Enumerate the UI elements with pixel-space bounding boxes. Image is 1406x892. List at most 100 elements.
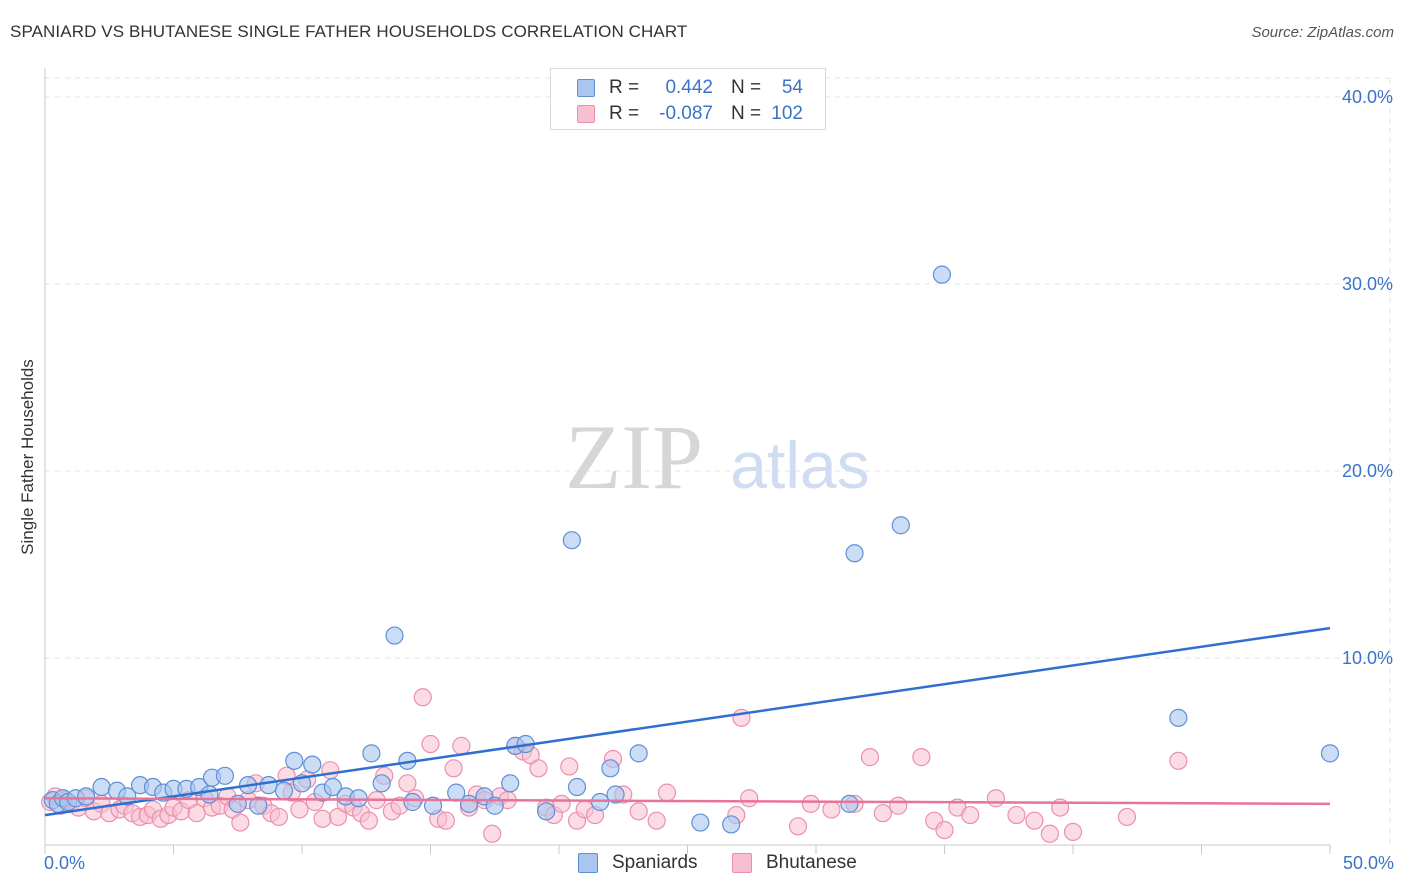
- bhutanese-point: [560, 757, 579, 776]
- spaniards-point: [403, 792, 422, 812]
- bhutanese-point: [873, 804, 892, 823]
- bhutanese-point: [321, 761, 340, 780]
- bhutanese-point: [359, 811, 378, 830]
- bhutanese-trend-line: [44, 797, 1331, 806]
- bhutanese-point: [935, 820, 954, 840]
- spaniards-point: [303, 755, 322, 774]
- bhutanese-point: [986, 789, 1006, 808]
- legend-row-bhutanese: R = -0.087 N = 102: [551, 101, 825, 127]
- spaniards-point: [537, 802, 556, 821]
- legend-label: Spaniards: [612, 852, 698, 873]
- bhutanese-point: [1040, 824, 1059, 843]
- spaniards-point: [323, 777, 342, 797]
- bhutanese-point: [961, 805, 980, 825]
- spaniards-swatch: [577, 79, 595, 97]
- spaniards-point: [562, 531, 581, 550]
- bhutanese-point: [788, 817, 808, 836]
- source-label: Source: ZipAtlas.com: [1251, 24, 1394, 41]
- bhutanese-point: [1063, 822, 1083, 842]
- bhutanese-point: [313, 809, 332, 828]
- x-tick-label: 0.0%: [44, 853, 85, 873]
- spaniards-point: [259, 776, 278, 795]
- spaniards-point: [349, 789, 368, 808]
- bhutanese-point: [629, 802, 648, 821]
- spaniards-point: [1320, 744, 1340, 763]
- bhutanese-point: [1025, 811, 1044, 830]
- bhutanese-point: [413, 688, 432, 707]
- bhutanese-swatch: [732, 853, 752, 873]
- spaniards-point: [601, 759, 620, 778]
- bhutanese-point: [1169, 751, 1188, 770]
- bhutanese-point: [657, 783, 677, 802]
- legend-row-spaniards: R = 0.442 N = 54: [551, 75, 825, 101]
- bhutanese-point: [483, 824, 502, 843]
- x-tick-label: 50.0%: [1343, 853, 1394, 873]
- spaniards-point: [591, 792, 610, 812]
- spaniards-points: [43, 265, 1340, 834]
- spaniards-point: [77, 787, 96, 806]
- y-tick-label: 20.0%: [1342, 461, 1393, 481]
- gridlines: [45, 77, 1391, 845]
- watermark-atlas: atlas: [730, 428, 869, 502]
- bhutanese-point: [436, 811, 456, 830]
- spaniards-point: [215, 766, 234, 785]
- watermark: ZIP atlas: [565, 406, 870, 508]
- bhutanese-point: [421, 734, 440, 754]
- n-label: N =: [731, 103, 762, 124]
- y-tick-label: 30.0%: [1342, 274, 1393, 294]
- watermark-zip: ZIP: [565, 406, 703, 508]
- n-label: N =: [731, 77, 762, 98]
- bhutanese-point: [801, 794, 820, 813]
- trend-lines: [44, 626, 1331, 817]
- spaniards-point: [691, 813, 710, 832]
- r-label: R =: [609, 103, 640, 124]
- spaniards-point: [629, 744, 648, 763]
- bhutanese-point: [912, 748, 931, 767]
- bhutanese-point: [452, 736, 471, 755]
- spaniards-point: [891, 516, 910, 535]
- spaniards-point: [118, 787, 137, 806]
- bhutanese-point: [231, 813, 250, 832]
- r-label: R =: [609, 77, 640, 98]
- bhutanese-point: [552, 794, 571, 813]
- bhutanese-point: [647, 811, 666, 830]
- bhutanese-point: [822, 800, 841, 819]
- spaniards-point: [459, 794, 479, 813]
- chart-title: SPANIARD VS BHUTANESE SINGLE FATHER HOUS…: [10, 22, 688, 41]
- spaniards-point: [92, 777, 111, 797]
- spaniards-point: [285, 751, 304, 770]
- bhutanese-point: [1117, 807, 1137, 827]
- spaniards-point: [932, 265, 952, 284]
- y-tick-label: 10.0%: [1342, 648, 1393, 668]
- spaniards-swatch: [578, 853, 598, 873]
- legend-label: Bhutanese: [766, 852, 857, 873]
- bhutanese-point: [889, 796, 908, 815]
- spaniards-point: [501, 774, 520, 793]
- bhutanese-point: [860, 748, 880, 767]
- n-value: 54: [781, 77, 803, 98]
- axes: [44, 68, 1331, 854]
- spaniards-point: [567, 777, 587, 797]
- spaniards-point: [722, 815, 741, 834]
- spaniards-point: [249, 796, 268, 815]
- spaniards-point: [606, 785, 625, 804]
- bhutanese-point: [444, 759, 463, 778]
- spaniards-point: [385, 626, 404, 645]
- bhutanese-point: [290, 800, 309, 819]
- correlation-legend: R = 0.442 N = 54 R = -0.087 N = 102: [550, 68, 826, 130]
- spaniards-point: [372, 774, 391, 793]
- spaniards-point: [423, 796, 443, 815]
- bhutanese-point: [529, 759, 548, 778]
- bhutanese-point: [187, 804, 206, 823]
- spaniards-trend-line: [44, 626, 1331, 817]
- bhutanese-point: [269, 807, 288, 827]
- spaniards-point: [845, 544, 864, 563]
- n-value: 102: [771, 103, 803, 124]
- spaniards-point: [200, 785, 219, 804]
- bhutanese-swatch: [577, 105, 595, 123]
- spaniards-point: [840, 794, 859, 813]
- spaniards-point: [274, 781, 294, 800]
- bhutanese-point: [398, 774, 417, 793]
- y-tick-label: 40.0%: [1342, 87, 1393, 107]
